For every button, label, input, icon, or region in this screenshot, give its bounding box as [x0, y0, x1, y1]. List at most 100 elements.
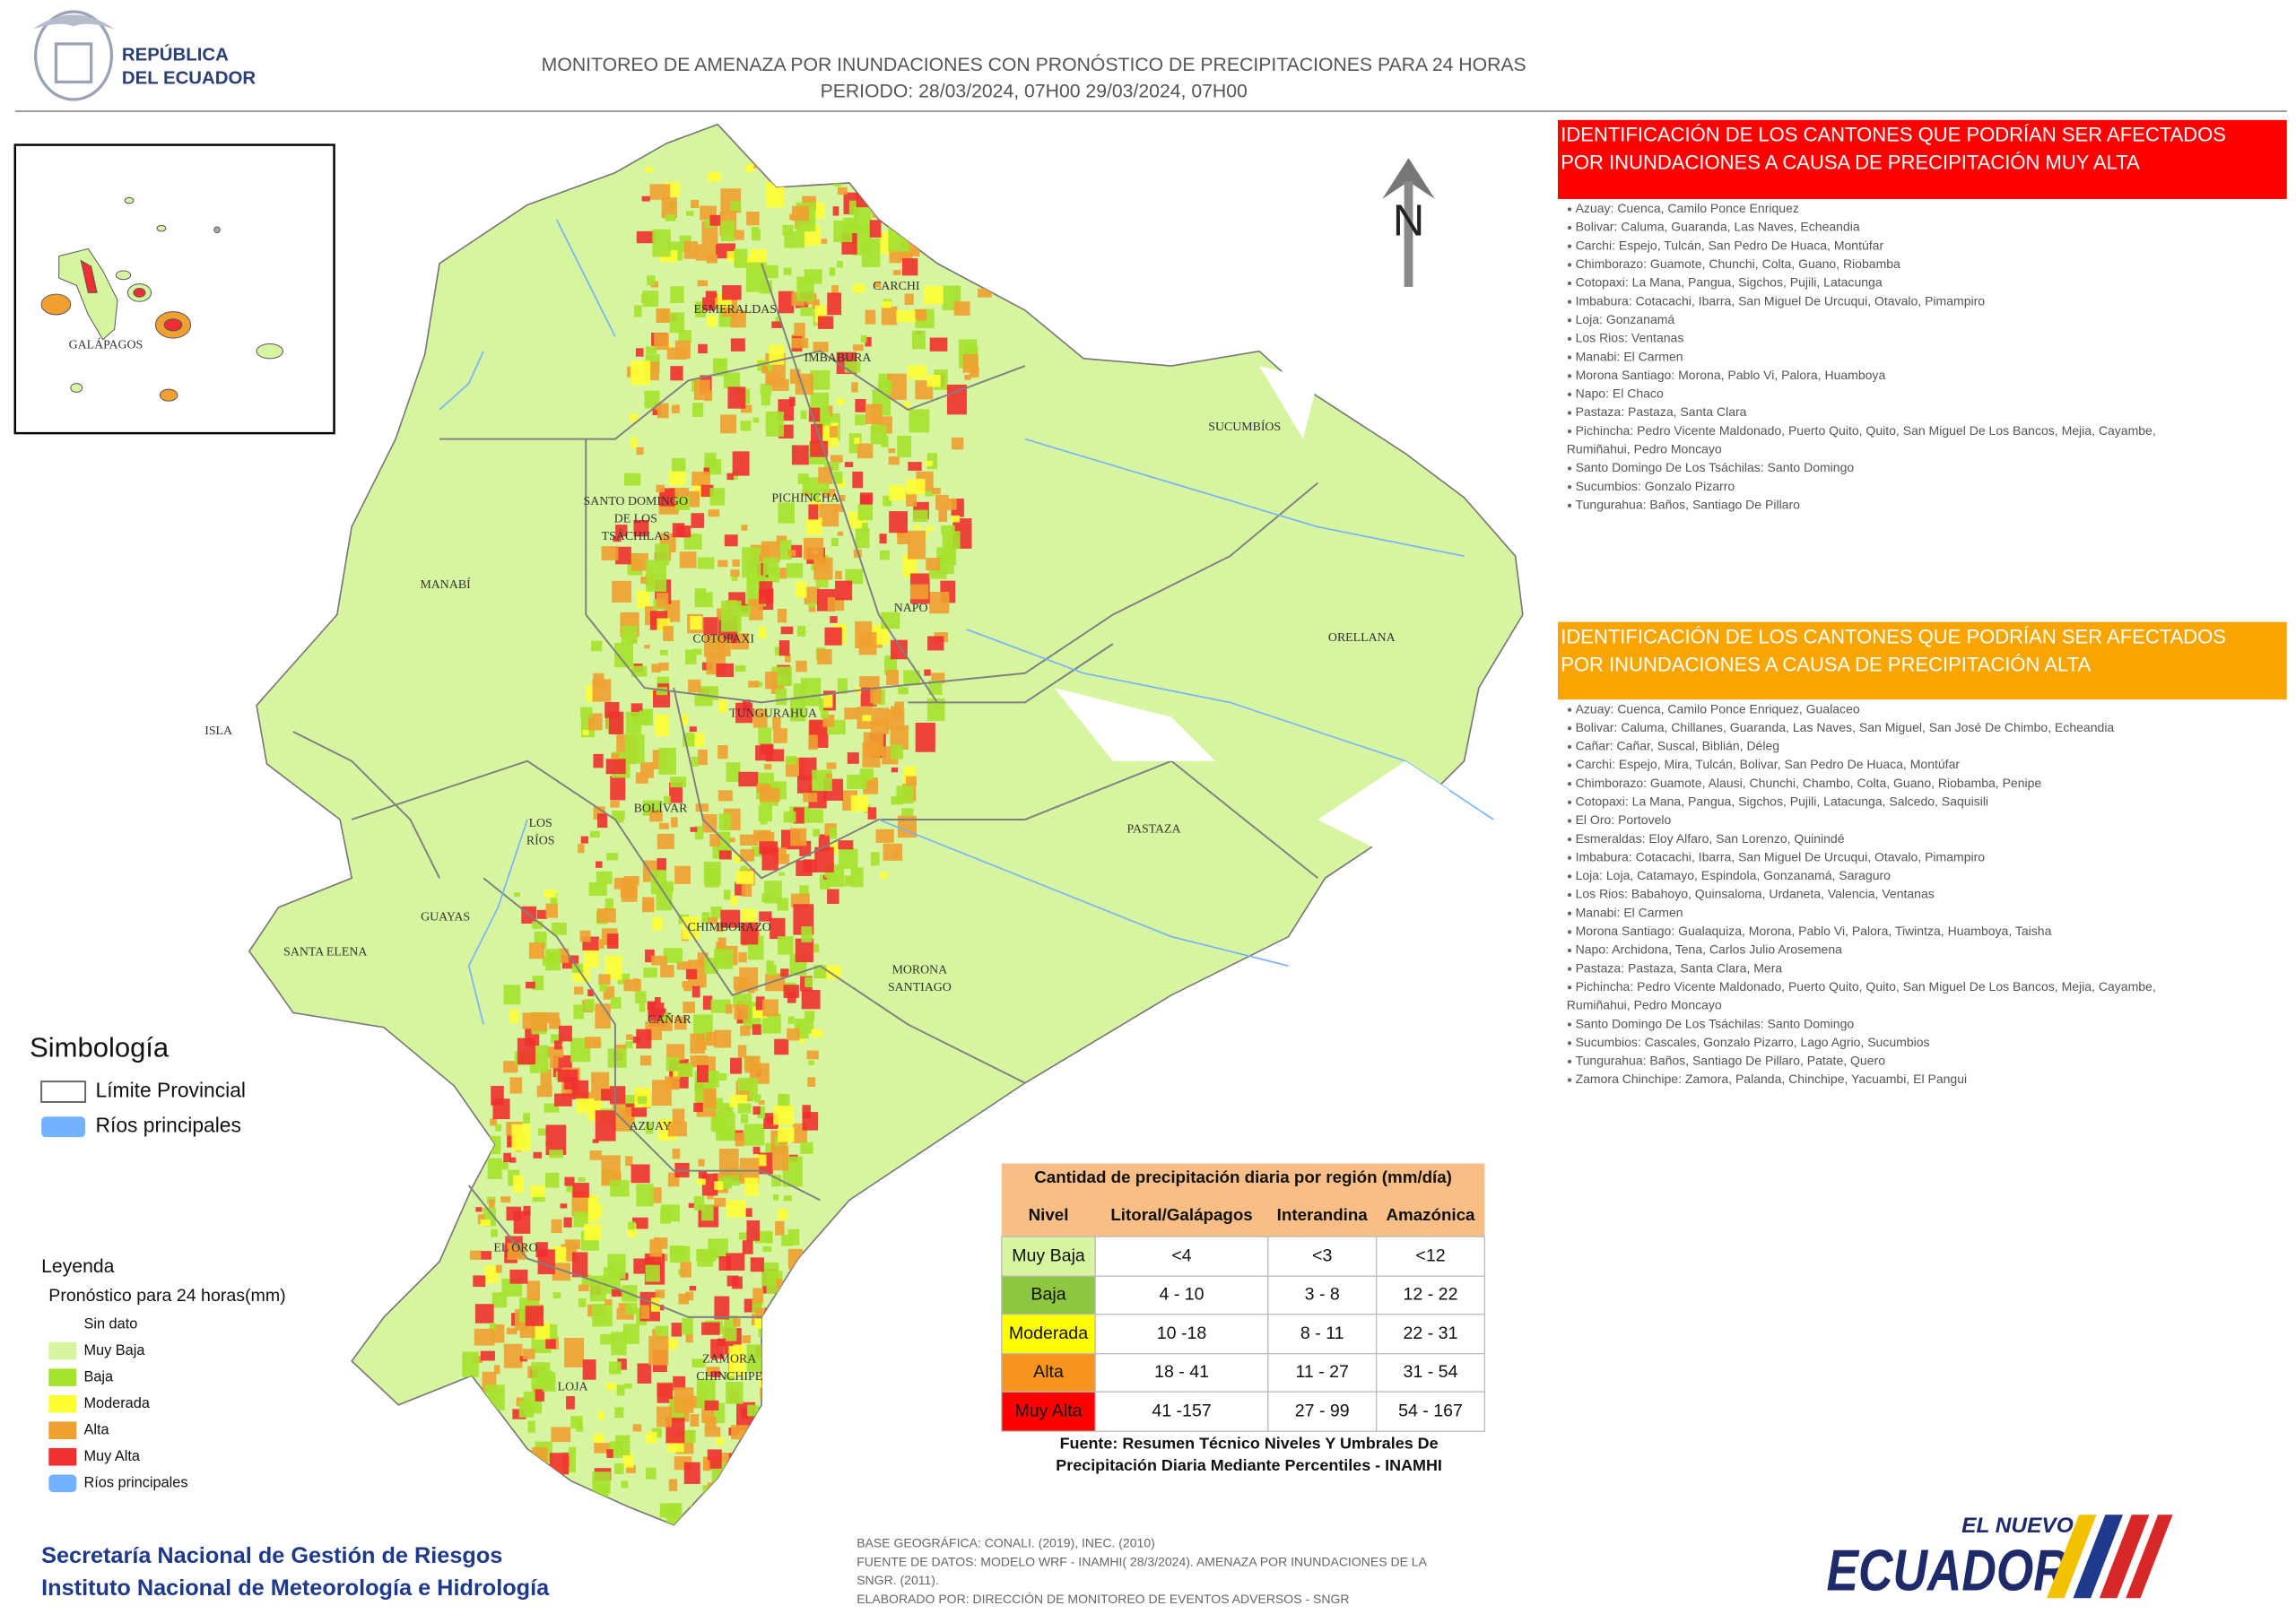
hazard-cell — [928, 223, 944, 243]
hazard-cell — [668, 1479, 678, 1491]
table-cell-text: 31 - 54 — [1404, 1362, 1458, 1382]
hazard-cell — [952, 195, 959, 199]
hazard-cell — [783, 811, 796, 823]
hazard-cell — [526, 1280, 541, 1301]
bullet — [1567, 299, 1572, 304]
hazard-cell — [913, 509, 928, 523]
hazard-cell — [661, 197, 677, 219]
hazard-cell — [926, 557, 941, 571]
hazard-cell — [552, 1263, 571, 1281]
hazard-cell — [854, 437, 860, 444]
hazard-cell — [923, 285, 944, 305]
hazard-cell — [902, 554, 918, 577]
hazard-cell — [472, 1467, 485, 1483]
hazard-cell — [605, 955, 622, 980]
hazard-cell — [752, 1288, 764, 1304]
canton-item: Pastaza: Pastaza, Santa Clara — [1576, 404, 1747, 419]
hazard-cell — [908, 365, 927, 379]
hazard-cell — [737, 1045, 747, 1058]
inset-frame — [13, 143, 335, 435]
hazard-cell — [769, 1326, 787, 1339]
hazard-cell — [579, 930, 591, 942]
hazard-cell — [991, 176, 1007, 193]
hazard-cell — [690, 1505, 709, 1525]
hazard-cell — [869, 220, 882, 238]
hazard-cell — [635, 991, 647, 1003]
hazard-cell — [888, 448, 896, 454]
hazard-cell — [702, 1485, 723, 1506]
canton-item: Imbabura: Cotacachi, Ibarra, San Miguel … — [1576, 849, 1986, 864]
hazard-cell — [746, 1220, 761, 1241]
map-label: SUCUMBÍOS — [1208, 419, 1281, 434]
section-heading-box — [1557, 119, 2287, 199]
hazard-cell — [656, 1406, 673, 1428]
section-heading: POR INUNDACIONES A CAUSA DE PRECIPITACIÓ… — [1561, 152, 2140, 174]
hazard-cell — [777, 1209, 788, 1220]
hazard-cell — [509, 1077, 523, 1094]
hazard-cell — [730, 895, 738, 906]
hazard-cell — [915, 722, 935, 752]
hazard-cell — [535, 1322, 551, 1340]
hazard-cell — [480, 1497, 496, 1519]
bullet — [1567, 967, 1572, 971]
hazard-cell — [844, 462, 854, 467]
hazard-cell — [870, 687, 882, 704]
table-cell-text: 18 - 41 — [1154, 1362, 1209, 1382]
hazard-cell — [488, 1199, 495, 1208]
hazard-cell — [830, 616, 838, 623]
hazard-cell — [607, 1254, 626, 1280]
hazard-cell — [669, 1245, 685, 1255]
hazard-cell — [909, 409, 930, 433]
hazard-cell — [676, 525, 691, 538]
hazard-cell — [755, 1435, 777, 1466]
hazard-cell — [636, 230, 656, 244]
hazard-cell — [667, 1121, 687, 1137]
hazard-cell — [625, 1465, 636, 1474]
hazard-cell — [741, 908, 757, 923]
hazard-cell — [593, 753, 604, 768]
hazard-cell — [773, 728, 787, 743]
hazard-cell — [614, 1435, 631, 1456]
hazard-cell — [510, 1454, 517, 1462]
hazard-cell — [691, 472, 711, 486]
hazard-cell — [905, 776, 917, 785]
hazard-cell — [914, 525, 921, 530]
hazard-cell — [605, 759, 626, 775]
hazard-cell — [822, 489, 836, 498]
hazard-cell — [763, 265, 778, 279]
hazard-cell — [637, 1363, 652, 1384]
hazard-cell — [580, 707, 593, 718]
hazard-cell — [608, 1361, 622, 1375]
hazard-cell — [552, 1292, 561, 1298]
hazard-cell — [564, 1338, 584, 1367]
hazard-cell — [758, 1100, 765, 1105]
hazard-cell — [625, 711, 642, 735]
hazard-cell — [655, 404, 662, 411]
hazard-cell — [831, 537, 839, 547]
hazard-cell — [563, 1217, 572, 1228]
hazard-cell — [716, 663, 735, 678]
hazard-cell — [829, 426, 839, 438]
hazard-cell — [787, 1028, 800, 1041]
hazard-cell — [879, 550, 891, 560]
table-title: Cantidad de precipitación diaria por reg… — [1034, 1167, 1452, 1186]
hazard-cell — [831, 285, 839, 297]
hazard-cell — [454, 1396, 465, 1410]
hazard-cell — [682, 1317, 693, 1335]
hazard-cell — [646, 560, 667, 592]
hazard-cell — [788, 396, 796, 406]
map-label: SANTA ELENA — [283, 946, 367, 959]
hazard-cell — [705, 291, 718, 298]
hazard-cell — [759, 1507, 772, 1523]
hazard-cell — [845, 568, 864, 585]
hazard-cell — [796, 626, 806, 637]
hazard-cell — [685, 968, 698, 980]
hazard-cell — [623, 979, 641, 992]
hazard-cell — [870, 425, 887, 445]
hazard-cell — [742, 1240, 753, 1254]
hazard-cell — [632, 1217, 648, 1229]
hazard-cell — [740, 849, 754, 862]
canton-item: Rumiñahui, Pedro Moncayo — [1567, 998, 1722, 1012]
hazard-cell — [795, 581, 807, 598]
hazard-cell — [721, 600, 742, 632]
